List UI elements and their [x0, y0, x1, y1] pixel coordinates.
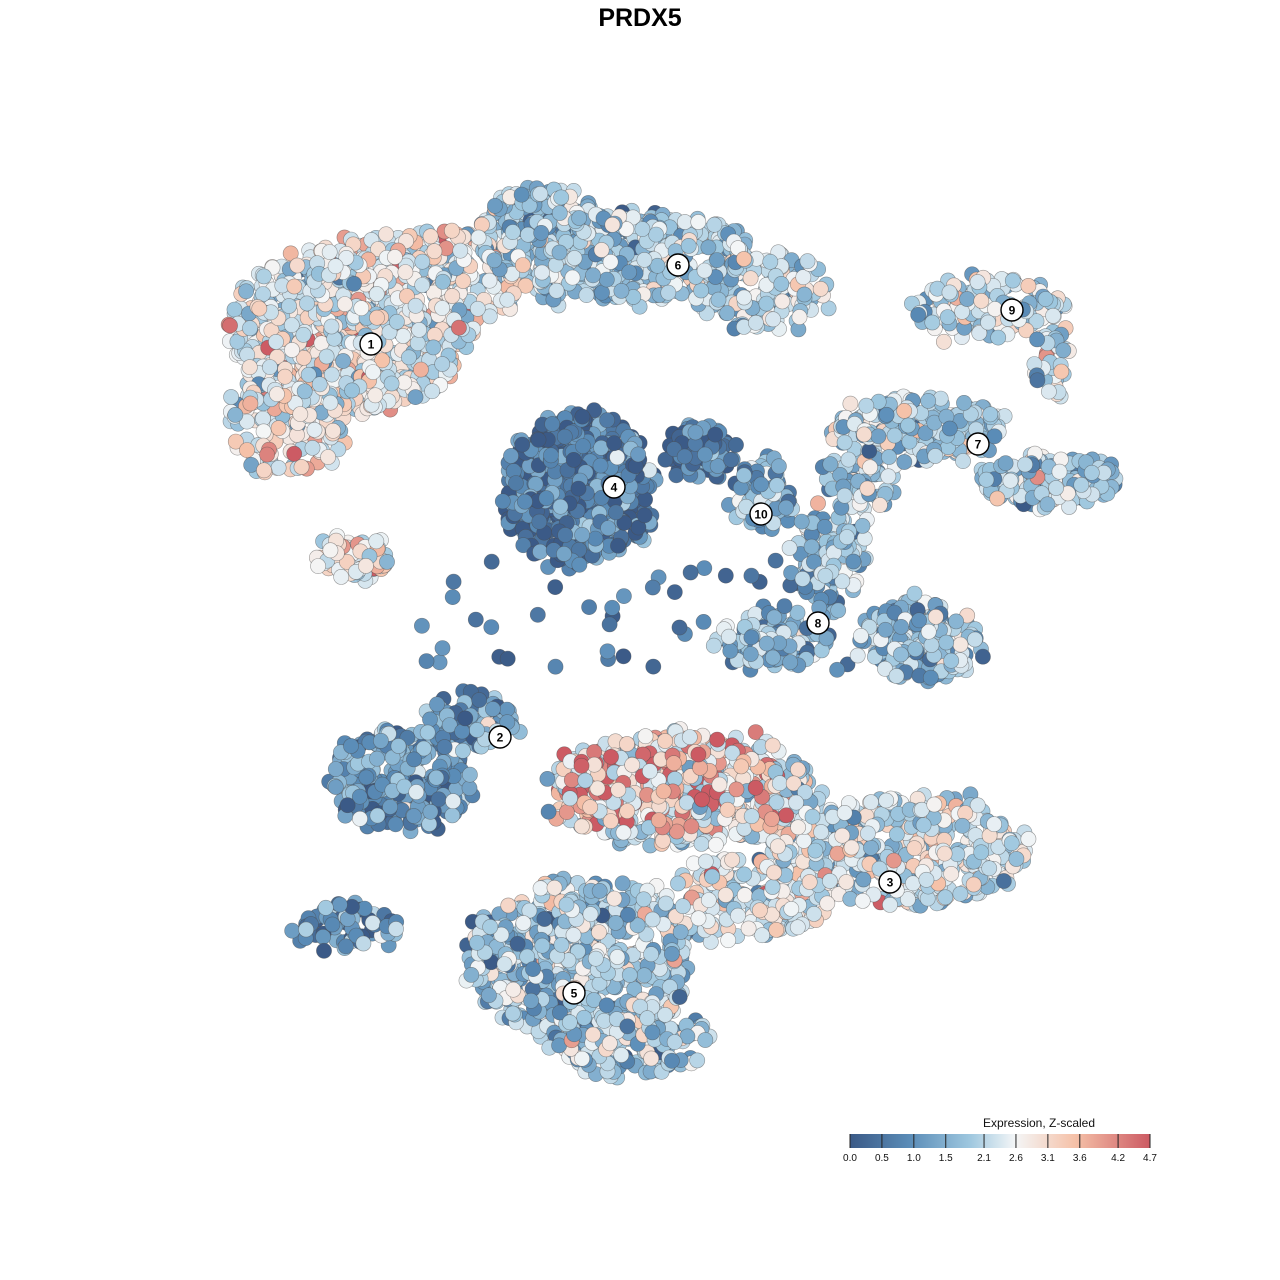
- cell-point: [315, 929, 331, 945]
- cell-point: [906, 585, 923, 602]
- cell-point: [378, 226, 394, 243]
- cell-point: [444, 807, 461, 824]
- cell-point: [434, 273, 451, 290]
- cell-point: [789, 604, 806, 621]
- cell-point: [657, 1007, 673, 1023]
- cell-point: [323, 366, 340, 383]
- cell-point: [282, 245, 299, 262]
- cell-point: [717, 887, 734, 903]
- cell-point: [896, 454, 913, 470]
- cell-point: [975, 648, 991, 665]
- cell-point: [306, 421, 323, 438]
- cell-point: [952, 636, 969, 653]
- cell-point: [454, 742, 471, 759]
- cell-point: [736, 866, 753, 883]
- cell-point: [604, 599, 621, 616]
- cell-point: [666, 584, 683, 600]
- cell-point: [229, 333, 246, 350]
- cell-point: [547, 579, 564, 595]
- cell-point: [696, 560, 713, 576]
- cell-point: [720, 932, 737, 949]
- cell-point: [517, 277, 534, 294]
- cell-point: [471, 692, 488, 708]
- cell-point: [599, 412, 615, 429]
- cell-point: [601, 616, 618, 633]
- cell-point: [936, 333, 952, 350]
- cell-point: [645, 658, 662, 675]
- cell-point: [429, 696, 445, 713]
- cell-point: [672, 924, 689, 940]
- cell-point: [316, 942, 332, 959]
- cell-point: [434, 640, 451, 656]
- cell-point: [766, 609, 783, 626]
- cell-point: [670, 875, 686, 892]
- cell-point: [747, 724, 764, 740]
- cell-point: [910, 306, 927, 323]
- cell-point: [863, 794, 879, 811]
- cell-point: [743, 567, 760, 584]
- cell-point: [270, 420, 287, 437]
- cell-point: [971, 325, 988, 341]
- cell-point: [529, 606, 546, 623]
- cell-point: [444, 589, 461, 605]
- cell-point: [768, 922, 785, 938]
- cell-point: [548, 282, 565, 299]
- cell-point: [767, 552, 784, 569]
- cell-point: [578, 287, 595, 303]
- cell-point: [644, 579, 661, 596]
- cell-point: [227, 433, 244, 450]
- cell-point: [695, 614, 712, 630]
- cell-point: [855, 871, 872, 888]
- cell-point: [955, 453, 971, 469]
- cell-point: [995, 873, 1012, 889]
- cell-point: [637, 491, 653, 508]
- cell-point: [781, 540, 798, 556]
- cell-point: [948, 613, 964, 630]
- chart-title: PRDX5: [598, 4, 682, 32]
- cell-point: [223, 389, 239, 405]
- cell-point: [284, 922, 301, 939]
- cell-point: [842, 395, 859, 412]
- cell-point: [965, 876, 982, 893]
- cell-point: [413, 617, 430, 634]
- cell-point: [615, 648, 632, 665]
- cell-point: [515, 537, 532, 554]
- cell-point: [418, 653, 435, 669]
- cell-point: [324, 916, 341, 933]
- cell-point: [481, 272, 498, 289]
- cell-point: [581, 599, 597, 615]
- cell-point: [924, 314, 941, 331]
- cell-point: [286, 445, 303, 462]
- cell-point: [613, 1047, 630, 1063]
- cell-point: [539, 771, 556, 787]
- cell-points: [220, 179, 1124, 1086]
- cell-point: [364, 915, 381, 931]
- cell-point: [643, 1050, 660, 1067]
- cell-point: [705, 637, 722, 654]
- cell-point: [771, 458, 787, 475]
- cell-point: [1008, 851, 1025, 867]
- cell-point: [806, 906, 822, 922]
- cell-point: [226, 301, 243, 318]
- cell-point: [358, 769, 375, 786]
- cell-point: [849, 647, 866, 664]
- cell-point: [830, 602, 847, 619]
- cell-point: [467, 611, 484, 628]
- cell-point: [880, 468, 897, 485]
- cell-point: [616, 588, 632, 604]
- cell-point: [657, 895, 674, 912]
- cell-point: [829, 661, 845, 678]
- cell-point: [255, 423, 272, 440]
- cell-point: [547, 658, 564, 675]
- cell-point: [499, 650, 516, 667]
- cell-point: [717, 567, 734, 584]
- cell-point: [636, 967, 653, 984]
- cell-point: [591, 924, 607, 941]
